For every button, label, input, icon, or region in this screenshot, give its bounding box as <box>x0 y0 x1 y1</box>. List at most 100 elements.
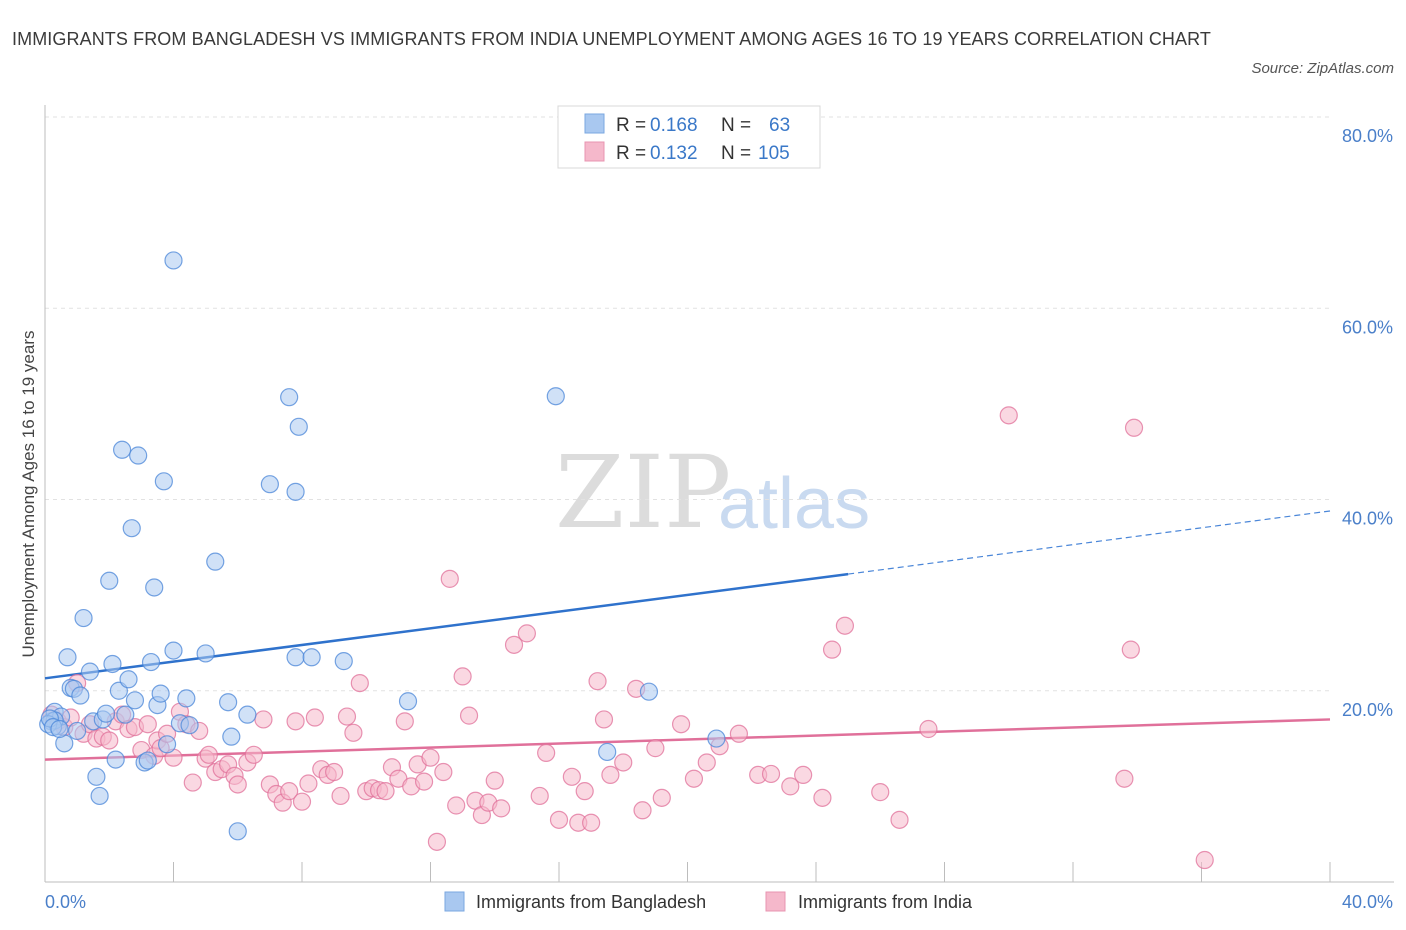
point-bangladesh <box>119 670 138 689</box>
point-india <box>794 765 813 785</box>
top-legend: R = 0.168 N = 63 R = 0.132 N = 105 <box>557 105 821 169</box>
point-india <box>280 782 299 801</box>
point-india <box>244 745 263 764</box>
point-bangladesh <box>546 387 565 406</box>
point-bangladesh <box>58 648 77 667</box>
point-india <box>286 712 305 731</box>
point-india <box>440 569 459 588</box>
point-india <box>492 799 511 818</box>
y-tick-label: 40.0% <box>1342 509 1393 529</box>
point-india <box>434 762 453 782</box>
gridlines <box>45 116 1330 692</box>
y-tick-label: 60.0% <box>1342 317 1393 337</box>
point-india <box>447 796 466 815</box>
point-india <box>299 774 318 793</box>
legend-n-label: N = <box>721 115 751 136</box>
point-india <box>337 707 357 726</box>
point-bangladesh <box>206 552 225 571</box>
point-bangladesh <box>598 742 617 762</box>
point-india <box>761 764 781 784</box>
point-india <box>199 745 218 764</box>
point-bangladesh <box>145 578 164 597</box>
point-india <box>601 765 620 785</box>
point-bangladesh <box>289 417 308 436</box>
point-india <box>594 710 614 729</box>
point-bangladesh <box>228 822 247 841</box>
point-bangladesh <box>196 644 215 663</box>
bottom-legend-swatch-bangladesh <box>444 891 465 912</box>
point-bangladesh <box>103 654 122 674</box>
point-india <box>421 748 440 767</box>
point-bangladesh <box>80 662 100 681</box>
legend-r-value-bangladesh: 0.168 <box>650 115 698 136</box>
source-note: Source: ZipAtlas.com <box>1251 60 1394 77</box>
point-india <box>813 788 832 807</box>
legend-n-value-bangladesh: 63 <box>769 115 790 136</box>
bottom-legend: Immigrants from Bangladesh Immigrants fr… <box>444 891 973 912</box>
legend-swatch-india <box>584 141 605 162</box>
point-india <box>100 731 119 750</box>
data-points <box>39 251 1214 870</box>
point-india <box>331 786 350 806</box>
point-india <box>292 792 312 811</box>
point-india <box>671 715 691 734</box>
point-india <box>325 762 344 782</box>
point-bangladesh <box>222 727 241 746</box>
point-india <box>822 640 842 659</box>
point-india <box>1195 850 1214 870</box>
bottom-legend-label-bangladesh: Immigrants from Bangladesh <box>476 892 706 912</box>
point-india <box>427 832 447 851</box>
point-bangladesh <box>74 608 93 628</box>
point-bangladesh <box>286 482 305 501</box>
chart-title: IMMIGRANTS FROM BANGLADESH VS IMMIGRANTS… <box>12 29 1212 49</box>
point-bangladesh <box>100 571 119 590</box>
point-india <box>582 813 601 832</box>
point-bangladesh <box>87 767 106 786</box>
point-india <box>414 772 434 791</box>
point-india <box>588 672 607 691</box>
point-india <box>614 753 633 772</box>
point-india <box>305 708 324 727</box>
point-india <box>537 743 556 763</box>
point-india <box>1121 640 1140 659</box>
point-bangladesh <box>334 652 353 671</box>
bottom-legend-swatch-india <box>765 891 786 912</box>
point-india <box>646 739 665 758</box>
legend-n-label: N = <box>721 143 751 164</box>
x-tick-label: 40.0% <box>1342 892 1393 912</box>
point-india <box>697 753 716 772</box>
point-bangladesh <box>639 682 659 701</box>
point-bangladesh <box>260 475 279 494</box>
point-india <box>781 777 800 796</box>
legend-r-label: R = <box>616 115 646 136</box>
legend-swatch-bangladesh <box>584 113 605 134</box>
point-india <box>575 782 594 801</box>
point-india <box>549 810 569 829</box>
legend-n-value-india: 105 <box>758 143 790 164</box>
point-bangladesh <box>157 735 177 754</box>
x-tick-label: 0.0% <box>45 892 86 912</box>
point-india <box>504 635 524 654</box>
point-india <box>890 810 909 829</box>
watermark-zip: ZIP <box>555 434 731 551</box>
point-bangladesh <box>302 648 321 667</box>
point-india <box>228 775 247 794</box>
point-india <box>729 724 749 743</box>
point-india <box>254 710 273 729</box>
point-india <box>344 723 363 742</box>
point-bangladesh <box>116 705 135 724</box>
point-india <box>871 783 890 802</box>
point-india <box>919 719 938 739</box>
y-axis-label: Unemployment Among Ages 16 to 19 years <box>19 331 38 658</box>
watermark-atlas: atlas <box>718 464 870 544</box>
point-bangladesh <box>180 716 199 735</box>
point-india <box>1115 769 1134 788</box>
point-bangladesh <box>164 641 183 660</box>
point-india <box>376 782 395 801</box>
point-bangladesh <box>68 721 87 741</box>
point-bangladesh <box>280 388 299 407</box>
point-bangladesh <box>238 705 257 724</box>
point-bangladesh <box>164 251 183 270</box>
point-bangladesh <box>154 472 173 491</box>
